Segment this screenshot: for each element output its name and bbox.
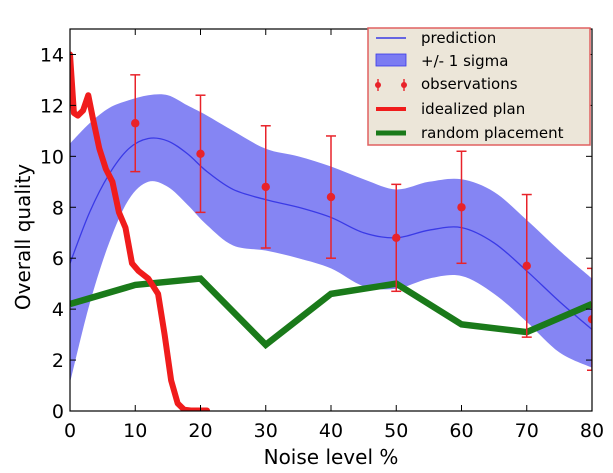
x-tick-label: 0 — [64, 420, 76, 442]
x-tick-label: 30 — [254, 420, 278, 442]
y-axis-title: Overall quality — [11, 164, 35, 310]
plot-area — [70, 51, 592, 411]
y-tick-label: 12 — [40, 95, 64, 117]
observation-point — [392, 233, 401, 243]
observation-point — [326, 192, 336, 202]
observation-point — [587, 315, 592, 324]
random-placement-line — [70, 275, 592, 350]
prediction-line — [70, 137, 592, 331]
x-tick-label: 80 — [580, 420, 604, 442]
legend-observations-swatch — [375, 79, 407, 91]
x-tick-label: 10 — [123, 420, 147, 442]
x-axis-title: Noise level % — [264, 445, 399, 469]
legend-observation-marker — [375, 82, 381, 88]
y-tick-label: 2 — [52, 350, 64, 372]
x-tick-label: 40 — [319, 420, 343, 442]
legend-observations-label: observations — [421, 75, 518, 93]
plot-series — [70, 51, 592, 411]
y-tick-label: 0 — [52, 401, 64, 423]
legend-sigma-swatch — [375, 53, 407, 67]
legend-prediction-label: prediction — [421, 29, 496, 47]
legend-sigma-label: +/- 1 sigma — [421, 52, 508, 70]
y-tick-label: 8 — [52, 197, 64, 219]
observation-point — [522, 261, 531, 271]
legend-idealized-label: idealized plan — [421, 100, 525, 118]
observation-point — [261, 182, 270, 192]
y-tick-label: 6 — [52, 248, 64, 270]
x-tick-label: 20 — [188, 420, 212, 442]
axis-ticks: 0 10 20 30 40 50 60 70 80 0 2 4 6 8 10 12 14 — [40, 29, 604, 442]
y-tick-label: 14 — [40, 44, 64, 66]
legend-observation-marker — [401, 82, 407, 88]
observation-point — [457, 203, 466, 212]
legend: prediction +/- 1 sigma observations idea… — [367, 27, 591, 146]
x-tick-label: 60 — [449, 420, 473, 442]
legend-random-label: random placement — [421, 124, 564, 142]
x-tick-label: 70 — [515, 420, 539, 442]
idealized-plan-line — [70, 51, 211, 411]
y-tick-label: 4 — [52, 299, 64, 321]
observation-point — [196, 149, 205, 158]
y-tick-label: 10 — [40, 146, 64, 168]
x-tick-label: 50 — [384, 420, 408, 442]
observation-point — [131, 119, 140, 128]
